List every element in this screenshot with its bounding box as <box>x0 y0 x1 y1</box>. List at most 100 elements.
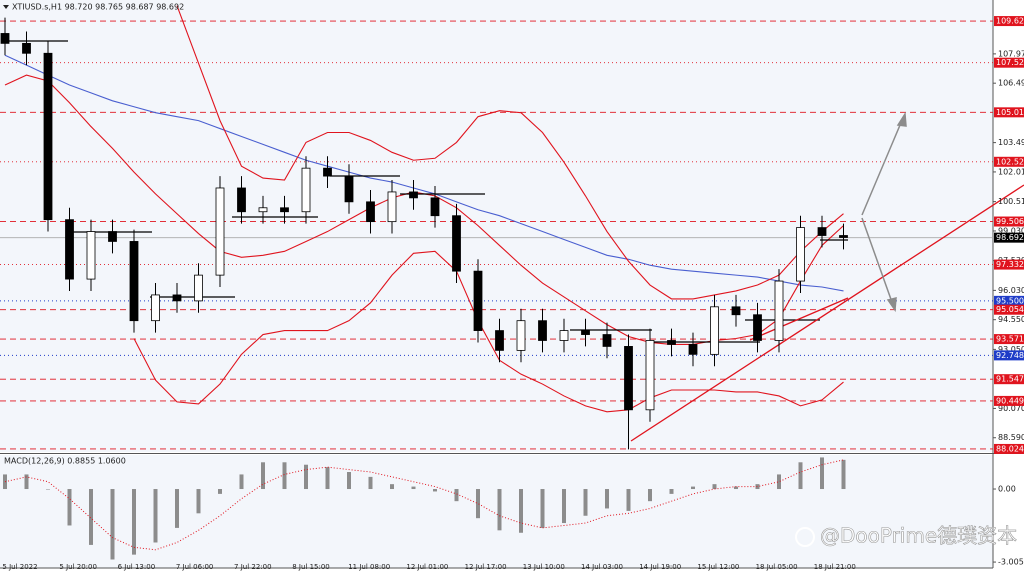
y-tick-label: 106.490 <box>998 79 1024 88</box>
candle-body <box>129 241 139 322</box>
macd <box>3 457 846 560</box>
macd-bar <box>626 489 631 511</box>
candle-body <box>452 215 461 272</box>
candle-body <box>237 187 246 213</box>
level-label: 107.525 <box>996 58 1024 67</box>
level-label: 99.506 <box>996 217 1024 226</box>
level-label-box <box>994 259 1024 270</box>
macd-tick-label: -3.0057 <box>998 558 1024 567</box>
y-tick-label: 90.070 <box>998 404 1024 413</box>
level-label: 97.332 <box>996 260 1024 269</box>
y-tick-label: 93.050 <box>998 345 1024 354</box>
macd-bar <box>239 474 244 490</box>
macd-bar <box>820 457 824 490</box>
macd-bar <box>153 489 158 543</box>
macd-bar <box>89 489 93 545</box>
x-tick-label: 18 Jul 05:00 <box>756 563 798 571</box>
macd-panel <box>0 455 993 568</box>
macd-bar <box>282 462 287 490</box>
level-label-box <box>994 232 1024 243</box>
macd-bar <box>325 467 330 490</box>
x-tick-label: 8 Jul 15:00 <box>292 563 330 571</box>
candle-body <box>516 320 526 351</box>
x-tick-label: 18 Jul 21:00 <box>814 563 856 571</box>
dropdown-icon[interactable] <box>3 5 9 9</box>
x-tick-label: 7 Jul 22:00 <box>234 563 272 571</box>
macd-bar <box>562 489 566 524</box>
candle-body <box>753 314 762 341</box>
level-label: 105.019 <box>996 108 1024 117</box>
macd-bar <box>841 459 846 490</box>
candle-body <box>172 294 182 302</box>
candle-body <box>495 330 504 351</box>
candle-body <box>667 340 676 345</box>
candle-body <box>22 42 31 54</box>
y-tick-label: 107.970 <box>998 49 1024 58</box>
macd-bar <box>605 489 609 509</box>
level-label-box <box>994 374 1024 385</box>
level-label: 88.024 <box>996 444 1024 453</box>
y-tick-label: 100.510 <box>998 197 1024 206</box>
macd-bar <box>218 489 222 494</box>
candle-body <box>65 219 74 280</box>
candle-body <box>151 294 160 322</box>
candle-body <box>301 167 311 213</box>
candle-body <box>538 320 547 341</box>
candle-body <box>0 33 10 44</box>
level-label: 98.692 <box>996 233 1024 242</box>
price-panel <box>0 0 993 452</box>
macd-bar <box>454 489 459 502</box>
candle-body <box>581 330 590 335</box>
candle-body <box>215 187 225 276</box>
macd-signal <box>4 459 844 551</box>
macd-title: MACD(12,26,9) 0.8855 1.0600 <box>4 457 126 466</box>
x-tick-label: 5 Jul 20:00 <box>59 563 97 571</box>
macd-bar <box>24 474 29 490</box>
macd-bar <box>3 474 7 490</box>
x-tick-label: 5 Jul 2022 <box>2 563 37 571</box>
y-tick-label: 102.010 <box>998 167 1024 176</box>
candle-body <box>602 334 612 347</box>
level-label-box <box>994 395 1024 406</box>
level-label: 91.547 <box>996 375 1024 384</box>
macd-bar <box>540 489 545 528</box>
x-tick-label: 6 Jul 13:00 <box>118 563 156 571</box>
level-label-box <box>994 16 1024 27</box>
level-label-box <box>994 295 1024 306</box>
candle-body <box>645 340 655 411</box>
x-tick-label: 11 Jul 08:00 <box>348 563 390 571</box>
x-tick-label: 14 Jul 19:00 <box>639 563 681 571</box>
candle-body <box>43 52 53 221</box>
candle-body <box>194 274 203 302</box>
x-tick-label: 14 Jul 03:00 <box>581 563 623 571</box>
candle-body <box>430 197 440 217</box>
candle-body <box>839 235 848 238</box>
watermark: @DooPrime德璞资本 <box>820 524 1017 548</box>
candle-body <box>387 191 397 223</box>
candle-body <box>366 201 375 223</box>
projection-arrows <box>861 111 907 313</box>
level-label-box <box>994 334 1024 345</box>
macd-bar <box>175 489 179 528</box>
macd-bar <box>411 486 416 490</box>
level-label-box <box>994 350 1024 361</box>
candles <box>0 17 848 450</box>
macd-bar <box>390 484 394 490</box>
candle-body <box>624 346 633 411</box>
macd-bar <box>368 476 373 490</box>
x-tick-label: 7 Jul 06:00 <box>176 563 214 571</box>
candle-body <box>323 167 332 177</box>
candle-body <box>473 270 483 331</box>
macd-bar <box>691 486 695 490</box>
macd-bar <box>196 489 201 514</box>
level-label-box <box>994 216 1024 227</box>
x-tick-label: 12 Jul 01:00 <box>406 563 448 571</box>
y-tick-label: 103.490 <box>998 138 1024 147</box>
watermark-icon <box>795 527 815 547</box>
macd-bar <box>110 489 115 560</box>
level-label-box <box>994 57 1024 68</box>
candle-body <box>817 227 827 236</box>
x-tick-label: 15 Jul 12:00 <box>697 563 739 571</box>
candle-body <box>280 207 289 213</box>
